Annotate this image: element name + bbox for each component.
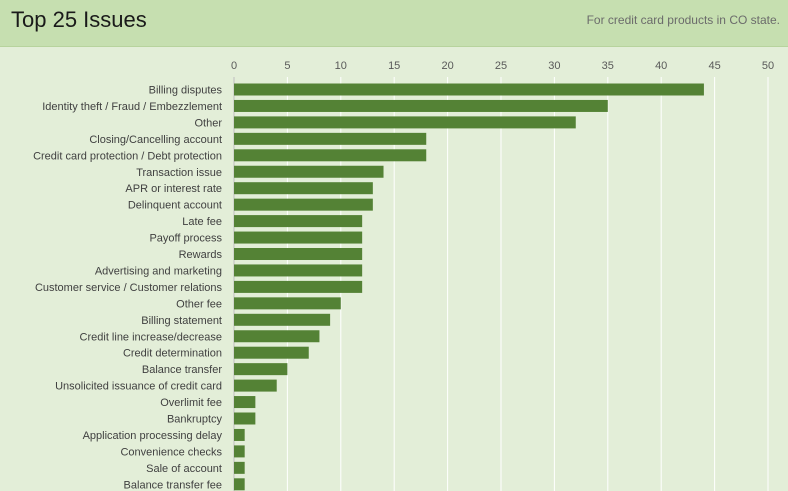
bar-chart: 0 5 10 15 20 25 30 35 40 45 50 Billing disputes Iden… <box>33 60 774 491</box>
bar <box>234 99 608 112</box>
category-label: Balance transfer fee <box>124 479 222 491</box>
category-label: Balance transfer <box>142 364 222 376</box>
category-label: Billing disputes <box>149 85 223 97</box>
bar <box>234 83 704 96</box>
bar <box>234 165 384 178</box>
category-label: Sale of account <box>146 463 222 475</box>
category-label: Other <box>194 117 222 129</box>
bar <box>234 428 245 441</box>
category-label: Convenience checks <box>120 446 222 458</box>
bar <box>234 379 277 392</box>
bar <box>234 297 341 310</box>
category-label: Credit line increase/decrease <box>80 331 222 343</box>
bar <box>234 363 288 376</box>
category-label: Customer service / Customer relations <box>35 282 223 294</box>
bar <box>234 198 373 211</box>
chart-title: Top 25 Issues <box>11 7 147 32</box>
category-label: Identity theft / Fraud / Embezzlement <box>42 101 222 113</box>
x-tick-label: 50 <box>762 60 774 72</box>
x-tick-label: 5 <box>284 60 290 72</box>
x-tick-label: 40 <box>655 60 667 72</box>
category-label: Other fee <box>176 298 222 310</box>
category-label: Payoff process <box>149 233 222 245</box>
bar <box>234 182 373 195</box>
chart-subtitle: For credit card products in CO state. <box>586 13 780 27</box>
x-tick-label: 10 <box>335 60 347 72</box>
bar <box>234 149 427 162</box>
header-divider <box>0 46 788 47</box>
bar <box>234 478 245 491</box>
category-label: Credit card protection / Debt protection <box>33 150 222 162</box>
category-label: Application processing delay <box>83 430 223 442</box>
x-tick-label: 35 <box>602 60 614 72</box>
bar <box>234 313 331 326</box>
category-label: Advertising and marketing <box>95 265 222 277</box>
category-label: Rewards <box>179 249 223 261</box>
chart-header: Top 25 Issues For credit card products i… <box>0 0 788 46</box>
x-tick-label: 20 <box>441 60 453 72</box>
bar <box>234 330 320 343</box>
category-label: Transaction issue <box>136 167 222 179</box>
category-label: Closing/Cancelling account <box>89 134 222 146</box>
bar <box>234 248 363 260</box>
x-tick-label: 30 <box>548 60 560 72</box>
bar <box>234 264 363 277</box>
category-label: Late fee <box>182 216 222 228</box>
bar <box>234 396 256 409</box>
bar <box>234 231 363 244</box>
x-tick-label: 25 <box>495 60 507 72</box>
bar <box>234 412 256 425</box>
category-label: Unsolicited issuance of credit card <box>55 381 222 393</box>
category-label: Overlimit fee <box>160 397 222 409</box>
category-label: Credit determination <box>123 348 222 360</box>
x-tick-label: 15 <box>388 60 400 72</box>
category-label: APR or interest rate <box>125 183 222 195</box>
x-tick-label: 0 <box>231 60 237 72</box>
bar <box>234 445 245 458</box>
x-tick-label: 45 <box>708 60 720 72</box>
bar <box>234 116 576 129</box>
bar <box>234 280 363 293</box>
bar <box>234 346 309 359</box>
bar <box>234 461 245 474</box>
bar <box>234 215 363 228</box>
bar <box>234 132 427 145</box>
category-label: Billing statement <box>141 315 222 327</box>
category-label: Delinquent account <box>128 200 222 212</box>
category-label: Bankruptcy <box>167 414 223 426</box>
